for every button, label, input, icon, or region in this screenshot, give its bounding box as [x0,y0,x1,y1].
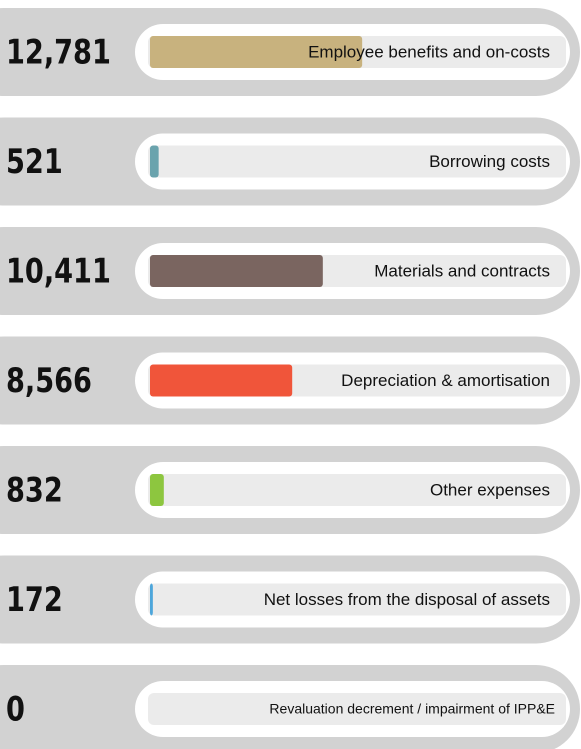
value-label: 8,566 [6,361,92,401]
value-label: 12,781 [6,32,111,72]
bar-track [148,583,566,616]
bar [150,474,164,506]
value-label: 521 [6,142,63,182]
bar [150,364,293,397]
category-label: Net losses from the disposal of assets [264,590,550,609]
value-label: 10,411 [6,251,111,291]
value-label: 832 [6,470,63,510]
category-label: Borrowing costs [429,152,550,171]
category-label: Other expenses [430,480,550,499]
value-label: 0 [6,689,25,729]
value-label: 172 [6,580,63,620]
category-label: Revaluation decrement / impairment of IP… [269,701,555,717]
category-label: Employee benefits and on-costs [308,42,550,61]
bar-track [148,145,566,178]
bar [150,145,159,178]
bar [150,36,363,68]
bar [150,583,153,616]
bar-track [148,693,566,725]
category-label: Materials and contracts [374,261,550,280]
bar-track [148,474,566,506]
category-label: Depreciation & amortisation [341,371,550,390]
bar [150,255,323,287]
